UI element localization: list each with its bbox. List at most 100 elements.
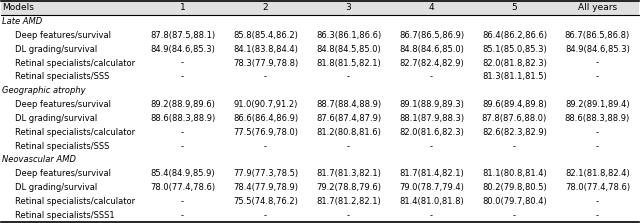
Text: -: - (181, 128, 184, 137)
Text: -: - (596, 142, 599, 151)
Text: Retinal specialists/SSS1: Retinal specialists/SSS1 (15, 211, 115, 220)
Text: 79.2(78.8,79.6): 79.2(78.8,79.6) (316, 183, 381, 192)
FancyBboxPatch shape (1, 28, 639, 42)
Text: -: - (264, 72, 267, 81)
Text: 88.1(87.9,88.3): 88.1(87.9,88.3) (399, 114, 464, 123)
FancyBboxPatch shape (1, 1, 639, 14)
Text: -: - (347, 142, 350, 151)
Text: -: - (264, 211, 267, 220)
Text: 88.6(88.3,88.9): 88.6(88.3,88.9) (150, 114, 215, 123)
FancyBboxPatch shape (1, 125, 639, 139)
Text: 78.4(77.9,78.9): 78.4(77.9,78.9) (233, 183, 298, 192)
Text: -: - (181, 142, 184, 151)
Text: 88.6(88.3,88.9): 88.6(88.3,88.9) (565, 114, 630, 123)
Text: 84.9(84.6,85.3): 84.9(84.6,85.3) (150, 45, 215, 54)
Text: 85.8(85.4,86.2): 85.8(85.4,86.2) (233, 31, 298, 40)
FancyBboxPatch shape (1, 153, 639, 167)
Text: 78.0(77.4,78.6): 78.0(77.4,78.6) (150, 183, 215, 192)
Text: 89.2(88.9,89.6): 89.2(88.9,89.6) (150, 100, 215, 109)
Text: DL grading/survival: DL grading/survival (15, 183, 97, 192)
Text: 81.7(81.3,82.1): 81.7(81.3,82.1) (316, 169, 381, 178)
Text: -: - (181, 197, 184, 206)
Text: 82.0(81.6,82.3): 82.0(81.6,82.3) (399, 128, 464, 137)
FancyBboxPatch shape (1, 14, 639, 28)
Text: -: - (181, 72, 184, 81)
Text: 82.7(82.4,82.9): 82.7(82.4,82.9) (399, 58, 464, 68)
Text: -: - (181, 211, 184, 220)
Text: 3: 3 (346, 3, 351, 12)
Text: Deep features/survival: Deep features/survival (15, 31, 111, 40)
Text: 81.2(80.8,81.6): 81.2(80.8,81.6) (316, 128, 381, 137)
Text: 81.8(81.5,82.1): 81.8(81.5,82.1) (316, 58, 381, 68)
Text: 81.1(80.8,81.4): 81.1(80.8,81.4) (482, 169, 547, 178)
Text: DL grading/survival: DL grading/survival (15, 114, 97, 123)
FancyBboxPatch shape (1, 139, 639, 153)
Text: 2: 2 (263, 3, 268, 12)
Text: Retinal specialists/SSS: Retinal specialists/SSS (15, 142, 109, 151)
Text: 79.0(78.7,79.4): 79.0(78.7,79.4) (399, 183, 464, 192)
Text: 84.8(84.5,85.0): 84.8(84.5,85.0) (316, 45, 381, 54)
Text: All years: All years (578, 3, 617, 12)
Text: -: - (430, 142, 433, 151)
FancyBboxPatch shape (1, 70, 639, 84)
Text: 89.2(89.1,89.4): 89.2(89.1,89.4) (565, 100, 630, 109)
Text: 4: 4 (429, 3, 435, 12)
Text: -: - (264, 142, 267, 151)
FancyBboxPatch shape (1, 181, 639, 195)
Text: -: - (181, 58, 184, 68)
Text: 82.6(82.3,82.9): 82.6(82.3,82.9) (482, 128, 547, 137)
Text: 80.0(79.7,80.4): 80.0(79.7,80.4) (482, 197, 547, 206)
Text: -: - (596, 128, 599, 137)
Text: 91.0(90.7,91.2): 91.0(90.7,91.2) (234, 100, 298, 109)
Text: -: - (430, 72, 433, 81)
FancyBboxPatch shape (1, 195, 639, 209)
Text: DL grading/survival: DL grading/survival (15, 45, 97, 54)
Text: 87.6(87.4,87.9): 87.6(87.4,87.9) (316, 114, 381, 123)
Text: Deep features/survival: Deep features/survival (15, 169, 111, 178)
Text: 86.7(86.5,86.8): 86.7(86.5,86.8) (565, 31, 630, 40)
Text: -: - (596, 58, 599, 68)
Text: 81.4(81.0,81.8): 81.4(81.0,81.8) (399, 197, 464, 206)
Text: Retinal specialists/calculator: Retinal specialists/calculator (15, 197, 135, 206)
Text: 82.0(81.8,82.3): 82.0(81.8,82.3) (482, 58, 547, 68)
Text: 87.8(87.6,88.0): 87.8(87.6,88.0) (482, 114, 547, 123)
Text: Retinal specialists/SSS: Retinal specialists/SSS (15, 72, 109, 81)
Text: 89.6(89.4,89.8): 89.6(89.4,89.8) (482, 100, 547, 109)
Text: Geographic atrophy: Geographic atrophy (2, 86, 86, 95)
Text: 82.1(81.8,82.4): 82.1(81.8,82.4) (565, 169, 630, 178)
Text: 75.5(74.8,76.2): 75.5(74.8,76.2) (233, 197, 298, 206)
Text: -: - (596, 211, 599, 220)
Text: Retinal specialists/calculator: Retinal specialists/calculator (15, 58, 135, 68)
Text: Retinal specialists/calculator: Retinal specialists/calculator (15, 128, 135, 137)
FancyBboxPatch shape (1, 84, 639, 98)
FancyBboxPatch shape (1, 209, 639, 222)
Text: Neovascular AMD: Neovascular AMD (2, 155, 76, 165)
Text: 86.4(86.2,86.6): 86.4(86.2,86.6) (482, 31, 547, 40)
Text: 1: 1 (180, 3, 186, 12)
Text: -: - (513, 142, 516, 151)
Text: -: - (347, 211, 350, 220)
Text: 86.3(86.1,86.6): 86.3(86.1,86.6) (316, 31, 381, 40)
Text: 89.1(88.9,89.3): 89.1(88.9,89.3) (399, 100, 464, 109)
Text: 84.8(84.6,85.0): 84.8(84.6,85.0) (399, 45, 464, 54)
Text: -: - (513, 211, 516, 220)
Text: 78.0(77.4,78.6): 78.0(77.4,78.6) (565, 183, 630, 192)
Text: 81.3(81.1,81.5): 81.3(81.1,81.5) (482, 72, 547, 81)
FancyBboxPatch shape (1, 112, 639, 125)
Text: 84.9(84.6,85.3): 84.9(84.6,85.3) (565, 45, 630, 54)
Text: -: - (596, 197, 599, 206)
Text: Models: Models (2, 3, 34, 12)
FancyBboxPatch shape (1, 98, 639, 112)
Text: 5: 5 (511, 3, 517, 12)
Text: -: - (430, 211, 433, 220)
Text: 77.9(77.3,78.5): 77.9(77.3,78.5) (233, 169, 298, 178)
FancyBboxPatch shape (1, 42, 639, 56)
Text: 86.7(86.5,86.9): 86.7(86.5,86.9) (399, 31, 464, 40)
Text: 84.1(83.8,84.4): 84.1(83.8,84.4) (233, 45, 298, 54)
Text: -: - (596, 72, 599, 81)
Text: 85.1(85.0,85.3): 85.1(85.0,85.3) (482, 45, 547, 54)
Text: 87.8(87.5,88.1): 87.8(87.5,88.1) (150, 31, 215, 40)
Text: Late AMD: Late AMD (2, 17, 42, 26)
Text: 80.2(79.8,80.5): 80.2(79.8,80.5) (482, 183, 547, 192)
Text: 85.4(84.9,85.9): 85.4(84.9,85.9) (150, 169, 215, 178)
